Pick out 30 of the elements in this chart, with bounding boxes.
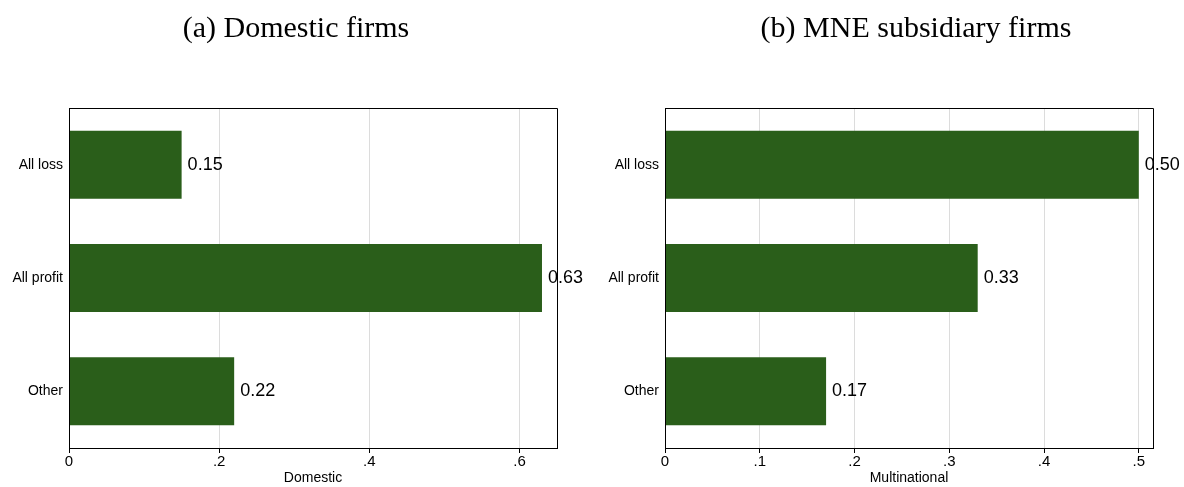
x-tick-label: .3: [943, 451, 956, 469]
chart-title: (a) Domestic firms: [182, 10, 410, 44]
chart-title: (b) MNE subsidiary firms: [760, 10, 1072, 44]
x-tick-label: .6: [513, 451, 526, 469]
x-tick-label: 0: [660, 451, 670, 469]
y-tick-label: All loss: [614, 155, 659, 172]
x-tick-label: .5: [1132, 451, 1146, 469]
data-label: 0.17: [832, 380, 868, 401]
x-tick-label: .4: [1037, 451, 1051, 469]
bar: [69, 130, 182, 199]
x-tick-label: .1: [753, 451, 767, 469]
bar: [665, 130, 1139, 199]
x-tick-label: 0: [64, 451, 74, 469]
bar: [665, 244, 978, 312]
x-tick-label: .2: [212, 451, 226, 469]
y-tick-label: Other: [27, 382, 64, 399]
x-axis-title: Multinational: [869, 468, 949, 485]
x-tick-label: .4: [363, 451, 376, 469]
x-axis-title: Domestic: [283, 468, 343, 485]
x-tick-label: .2: [848, 451, 861, 469]
y-tick-label: All profit: [608, 268, 660, 285]
data-label: 0.22: [240, 380, 276, 401]
bar: [665, 357, 827, 426]
y-tick-label: Other: [623, 382, 660, 399]
bar: [69, 357, 235, 426]
bar: [69, 244, 542, 312]
data-label: 0.33: [983, 266, 1019, 287]
data-label: 0.15: [187, 153, 223, 174]
y-tick-label: All loss: [18, 155, 63, 172]
y-tick-label: All profit: [12, 268, 64, 285]
